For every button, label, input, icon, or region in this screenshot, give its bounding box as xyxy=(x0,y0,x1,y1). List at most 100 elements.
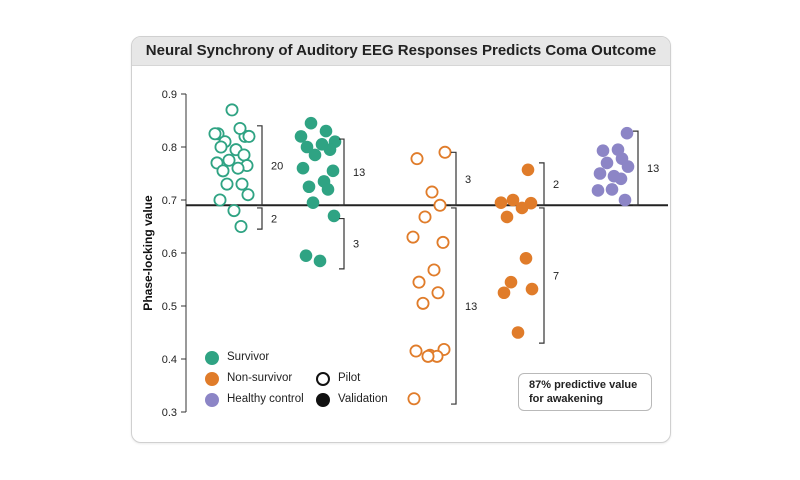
legend-marker-healthy-control xyxy=(205,393,219,407)
point-survivor-pilot xyxy=(216,164,230,178)
point-survivor-validation xyxy=(308,148,322,162)
point-non-survivor-pilot xyxy=(416,296,430,310)
y-tick-label: 0.8 xyxy=(162,142,177,154)
y-tick-label: 0.4 xyxy=(162,354,177,366)
point-survivor-validation xyxy=(302,180,316,194)
point-non-survivor-pilot xyxy=(433,198,447,212)
point-survivor-pilot xyxy=(231,161,245,175)
y-tick-label: 0.5 xyxy=(162,301,177,313)
point-non-survivor-validation xyxy=(497,286,511,300)
legend-label-pilot: Pilot xyxy=(338,372,361,384)
count-bracket xyxy=(451,207,457,405)
count-bracket xyxy=(339,217,345,270)
y-axis-label: Phase-locking value xyxy=(141,195,155,311)
count-bracket-label: 20 xyxy=(271,161,283,173)
point-healthy-control xyxy=(593,167,607,180)
predictive-value-box: 87% predictive value for awakening xyxy=(518,373,652,411)
chart-title: Neural Synchrony of Auditory EEG Respons… xyxy=(145,42,657,59)
point-survivor-pilot xyxy=(237,148,251,162)
legend-marker-non-survivor xyxy=(205,372,219,386)
count-bracket-label: 3 xyxy=(465,174,471,186)
point-non-survivor-pilot xyxy=(412,275,426,289)
count-bracket-label: 13 xyxy=(647,163,659,175)
legend-marker-survivor xyxy=(205,351,219,365)
y-tick-label: 0.6 xyxy=(162,248,177,260)
legend-label-non-survivor: Non-survivor xyxy=(227,372,293,384)
point-survivor-validation xyxy=(321,183,335,196)
point-survivor-pilot xyxy=(227,204,241,218)
point-survivor-pilot xyxy=(220,177,234,191)
point-survivor-validation xyxy=(304,116,318,130)
chart-card: Neural Synchrony of Auditory EEG Respons… xyxy=(131,36,671,443)
count-bracket xyxy=(257,207,263,230)
point-non-survivor-pilot xyxy=(427,263,441,277)
point-non-survivor-validation xyxy=(515,201,529,215)
count-bracket-label: 13 xyxy=(353,167,365,179)
point-survivor-validation xyxy=(323,143,337,156)
predictive-value-line-2: for awakening xyxy=(529,393,603,405)
point-survivor-validation xyxy=(327,209,341,223)
point-survivor-validation xyxy=(306,196,320,209)
point-healthy-control xyxy=(600,156,614,170)
point-non-survivor-validation xyxy=(506,193,520,207)
point-non-survivor-validation xyxy=(525,282,539,296)
point-non-survivor-validation xyxy=(511,326,525,339)
point-healthy-control xyxy=(614,172,628,186)
point-non-survivor-validation xyxy=(519,251,533,265)
point-survivor-validation xyxy=(299,249,313,262)
point-non-survivor-validation xyxy=(500,210,514,224)
point-non-survivor-validation xyxy=(521,163,535,177)
count-bracket xyxy=(633,130,639,206)
legend-marker-pilot xyxy=(316,372,330,386)
point-survivor-validation xyxy=(326,164,340,178)
point-survivor-pilot xyxy=(234,219,248,233)
point-non-survivor-validation xyxy=(504,275,518,289)
point-non-survivor-pilot xyxy=(421,349,435,363)
point-survivor-pilot xyxy=(242,129,256,143)
point-survivor-pilot xyxy=(225,103,239,117)
point-survivor-validation xyxy=(294,130,308,143)
point-non-survivor-pilot xyxy=(436,235,450,249)
point-healthy-control xyxy=(596,144,610,158)
point-healthy-control xyxy=(618,193,632,207)
point-non-survivor-pilot xyxy=(418,210,432,224)
point-survivor-pilot xyxy=(213,193,227,207)
point-healthy-control xyxy=(591,184,605,197)
count-bracket-label: 2 xyxy=(271,214,277,226)
point-healthy-control xyxy=(621,160,635,173)
point-non-survivor-pilot xyxy=(410,152,424,166)
count-bracket-label: 7 xyxy=(553,271,559,283)
y-tick-label: 0.7 xyxy=(162,195,177,207)
point-survivor-validation xyxy=(313,254,327,268)
count-bracket xyxy=(339,138,345,206)
point-survivor-pilot xyxy=(235,177,249,191)
card-header: Neural Synchrony of Auditory EEG Respons… xyxy=(132,37,670,66)
point-survivor-pilot xyxy=(208,127,222,141)
y-tick-label: 0.3 xyxy=(162,407,177,419)
count-bracket-label: 3 xyxy=(353,239,359,251)
legend-label-survivor: Survivor xyxy=(227,351,270,363)
point-healthy-control xyxy=(620,126,634,140)
count-bracket xyxy=(539,162,545,206)
count-bracket xyxy=(539,207,545,344)
point-survivor-pilot xyxy=(222,153,236,167)
legend-label-validation: Validation xyxy=(338,393,388,405)
point-non-survivor-pilot xyxy=(409,344,423,358)
point-survivor-pilot xyxy=(241,188,255,202)
point-non-survivor-validation xyxy=(494,196,508,209)
point-healthy-control xyxy=(605,183,619,196)
count-bracket-label: 2 xyxy=(553,179,559,191)
legend-marker-validation xyxy=(316,393,330,407)
legend-label-healthy-control: Healthy control xyxy=(227,393,304,405)
point-non-survivor-pilot xyxy=(406,230,420,244)
y-tick-label: 0.9 xyxy=(162,89,177,101)
point-survivor-pilot xyxy=(214,140,228,154)
point-survivor-validation xyxy=(300,140,314,154)
legend: Survivor Non-survivor Healthy control Pi… xyxy=(205,350,405,410)
point-survivor-validation xyxy=(296,161,310,175)
point-non-survivor-pilot xyxy=(438,145,452,159)
point-survivor-validation xyxy=(319,124,333,138)
point-survivor-pilot xyxy=(233,121,247,135)
point-non-survivor-pilot xyxy=(431,286,445,300)
